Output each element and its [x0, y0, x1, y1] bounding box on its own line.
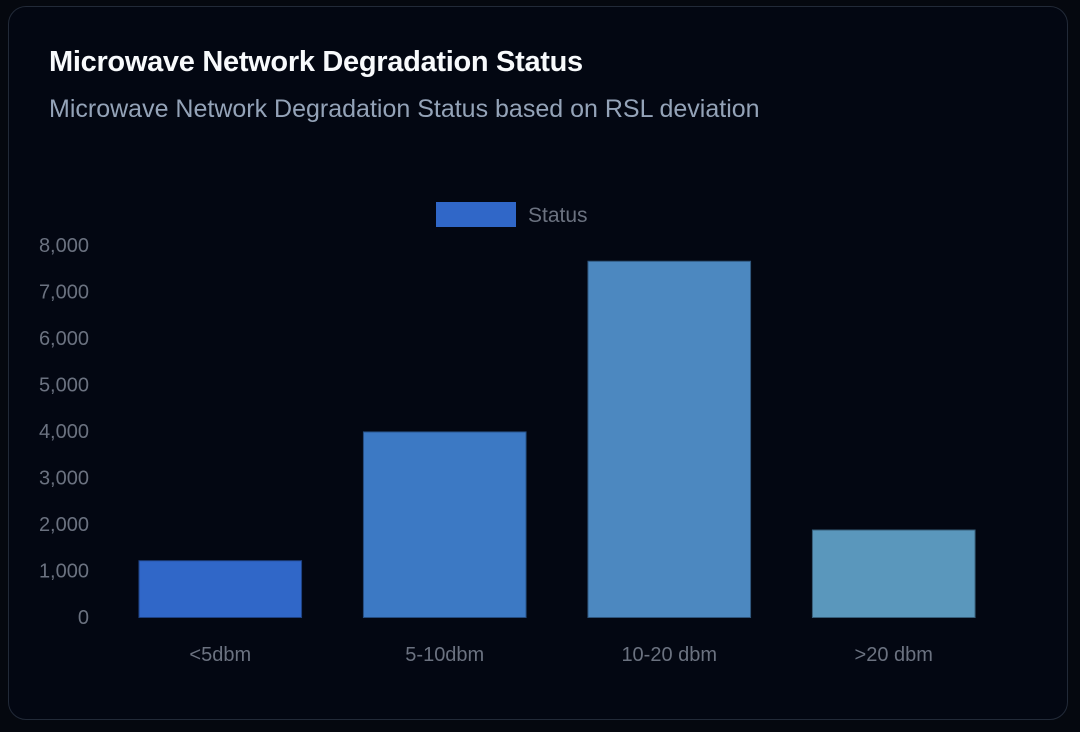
y-tick-label: 7,000	[39, 282, 89, 304]
y-tick-label: 0	[78, 607, 89, 629]
legend-label: Status	[528, 204, 588, 227]
y-tick-label: 3,000	[39, 468, 89, 490]
legend-swatch	[436, 202, 516, 227]
bar[interactable]	[811, 529, 976, 619]
x-tick-label: 10-20 dbm	[621, 644, 717, 666]
y-tick-label: 8,000	[39, 235, 89, 257]
x-tick-label: <5dbm	[189, 644, 251, 666]
y-tick-label: 1,000	[39, 561, 89, 583]
y-tick-label: 4,000	[39, 421, 89, 443]
x-tick-label: 5-10dbm	[405, 644, 484, 666]
y-tick-label: 2,000	[39, 514, 89, 536]
y-tick-label: 5,000	[39, 375, 89, 397]
chart-title: Microwave Network Degradation Status	[49, 46, 583, 78]
chart-subtitle: Microwave Network Degradation Status bas…	[49, 95, 760, 123]
x-axis: <5dbm 5-10dbm 10-20 dbm >20 dbm	[189, 644, 933, 666]
x-tick-label: >20 dbm	[855, 644, 933, 666]
bar[interactable]	[587, 260, 752, 618]
y-tick-label: 6,000	[39, 328, 89, 350]
y-axis: 0 1,000 2,000 3,000 4,000 5,000 6,000 7,000 8,00…	[39, 235, 89, 629]
legend[interactable]: Status	[436, 202, 588, 227]
bar[interactable]	[138, 560, 303, 619]
bars	[138, 260, 976, 619]
bar[interactable]	[362, 431, 527, 618]
